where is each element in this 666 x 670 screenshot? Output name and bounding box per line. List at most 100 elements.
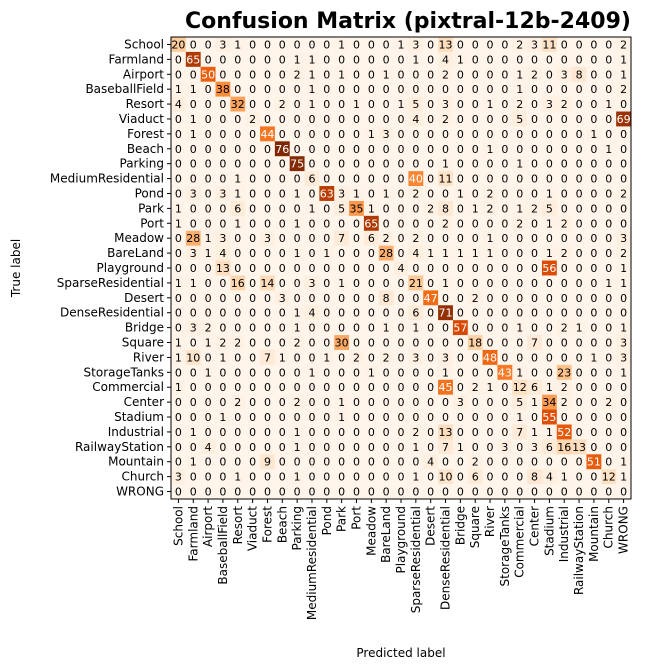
heatmap-cell — [349, 379, 365, 396]
heatmap-cell — [230, 156, 246, 172]
cell-value-label: 0 — [427, 307, 434, 320]
heatmap-cell — [230, 394, 246, 410]
x-tick-label: Airport — [201, 506, 215, 547]
heatmap-cell — [586, 305, 602, 321]
cell-value-label: 1 — [294, 426, 301, 439]
heatmap-cell — [334, 37, 350, 53]
heatmap-cell — [512, 81, 528, 98]
cell-value-label: 0 — [590, 247, 597, 260]
cell-value-label: 0 — [249, 441, 256, 454]
cell-value-label: 0 — [219, 277, 226, 290]
heatmap-cell — [467, 484, 484, 500]
cell-value-label: 0 — [516, 262, 523, 275]
heatmap-cell — [571, 454, 587, 470]
heatmap-cell — [467, 141, 484, 157]
heatmap-cell — [185, 394, 202, 410]
cell-value-label: 0 — [294, 98, 301, 111]
heatmap-cell — [527, 230, 543, 247]
x-tick-label: WRONG — [617, 506, 631, 554]
cell-value-label: 0 — [427, 217, 434, 230]
heatmap-cell — [245, 126, 261, 142]
heatmap-cell — [363, 215, 380, 232]
heatmap-cell — [616, 439, 632, 455]
cell-value-label: 1 — [383, 187, 390, 200]
cell-value-label: 0 — [605, 292, 612, 305]
heatmap-cell — [512, 37, 528, 53]
cell-value-label: 0 — [279, 187, 286, 200]
cell-value-label: 0 — [368, 307, 375, 320]
cell-value-label: 2 — [531, 202, 538, 215]
cell-value-label: 0 — [501, 232, 508, 245]
cell-value-label: 2 — [442, 217, 449, 230]
cell-value-label: 0 — [383, 83, 390, 96]
heatmap-cell — [378, 111, 394, 127]
heatmap-cell — [378, 454, 394, 470]
y-tick-label: BaseballField — [85, 82, 164, 96]
cell-value-label: 0 — [205, 277, 212, 290]
cell-value-label: 0 — [323, 411, 330, 424]
cell-value-label: 10 — [439, 471, 453, 484]
heatmap-cell — [319, 245, 335, 261]
heatmap-cell — [527, 81, 543, 98]
cell-value-label: 1 — [546, 187, 553, 200]
heatmap-cell — [408, 186, 424, 202]
heatmap-cell — [423, 186, 439, 202]
cell-value-label: 0 — [383, 426, 390, 439]
cell-value-label: 1 — [338, 411, 345, 424]
cell-value-label: 0 — [353, 307, 360, 320]
heatmap-cell — [512, 290, 528, 306]
heatmap-cell — [512, 245, 528, 261]
heatmap-cell — [556, 275, 573, 291]
heatmap-cell — [586, 126, 602, 142]
cell-value-label: 0 — [561, 486, 568, 499]
cell-value-label: 20 — [171, 38, 185, 51]
heatmap-cell — [334, 66, 350, 83]
cell-value-label: 0 — [294, 381, 301, 394]
cell-value-label: 0 — [383, 396, 390, 409]
heatmap-cell — [512, 66, 528, 83]
heatmap-cell — [452, 320, 469, 336]
cell-value-label: 0 — [487, 262, 494, 275]
heatmap-cell — [408, 320, 424, 336]
cell-value-label: 0 — [368, 456, 375, 469]
cell-value-label: 1 — [487, 381, 494, 394]
cell-value-label: 0 — [234, 441, 241, 454]
heatmap-cell — [363, 364, 380, 381]
heatmap-cell — [185, 439, 202, 455]
heatmap-cell — [423, 111, 439, 127]
cell-value-label: 0 — [531, 351, 538, 364]
cell-value-label: 2 — [294, 396, 301, 409]
cell-value-label: 0 — [412, 158, 419, 171]
heatmap-cell — [541, 111, 558, 127]
cell-value-label: 0 — [442, 187, 449, 200]
cell-value-label: 3 — [620, 351, 627, 364]
cell-value-label: 1 — [412, 471, 419, 484]
cell-value-label: 0 — [175, 173, 182, 186]
heatmap-cell — [423, 320, 439, 336]
heatmap-cell — [200, 51, 216, 68]
y-tick-label: Center — [124, 395, 164, 409]
cell-value-label: 0 — [383, 202, 390, 215]
heatmap-cell — [556, 96, 573, 112]
cell-value-label: 0 — [323, 486, 330, 499]
heatmap-cell — [438, 379, 454, 396]
heatmap-cell — [260, 200, 276, 217]
cell-value-label: 0 — [531, 366, 538, 379]
heatmap-cell — [556, 454, 573, 470]
heatmap-cell — [393, 484, 409, 500]
cell-value-label: 0 — [546, 83, 553, 96]
cell-value-label: 0 — [353, 143, 360, 156]
heatmap-cell — [616, 379, 632, 396]
cell-value-label: 0 — [219, 143, 226, 156]
heatmap-cell — [438, 335, 454, 351]
heatmap-cell — [393, 156, 409, 172]
heatmap-cell — [230, 230, 246, 247]
cell-value-label: 4 — [175, 98, 182, 111]
heatmap-cell — [541, 260, 558, 276]
heatmap-cell — [497, 335, 513, 351]
cell-value-label: 3 — [308, 277, 315, 290]
heatmap-cell — [571, 260, 587, 276]
heatmap-cell — [571, 81, 587, 98]
heatmap-cell — [571, 245, 587, 261]
heatmap-cell — [171, 409, 187, 425]
